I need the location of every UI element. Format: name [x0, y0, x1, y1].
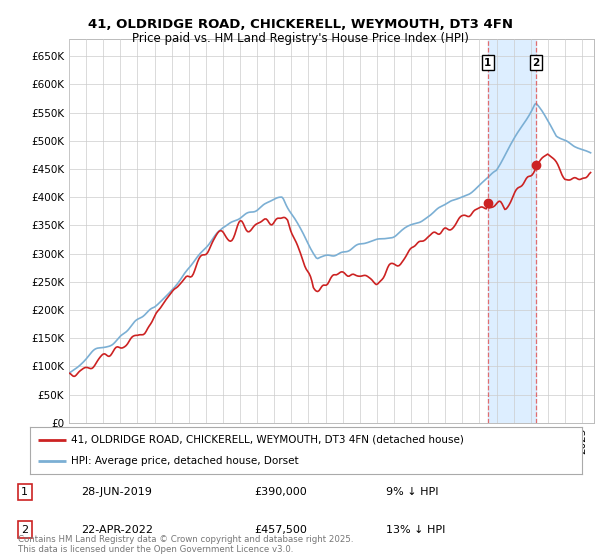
- Text: 41, OLDRIDGE ROAD, CHICKERELL, WEYMOUTH, DT3 4FN (detached house): 41, OLDRIDGE ROAD, CHICKERELL, WEYMOUTH,…: [71, 435, 464, 445]
- Text: £457,500: £457,500: [254, 525, 307, 535]
- Text: HPI: Average price, detached house, Dorset: HPI: Average price, detached house, Dors…: [71, 456, 299, 466]
- Text: 13% ↓ HPI: 13% ↓ HPI: [386, 525, 446, 535]
- Bar: [488, 39, 536, 423]
- Text: 9% ↓ HPI: 9% ↓ HPI: [386, 487, 439, 497]
- Text: 2: 2: [21, 525, 28, 535]
- Text: 28-JUN-2019: 28-JUN-2019: [81, 487, 152, 497]
- Text: 2: 2: [532, 58, 539, 68]
- Text: 1: 1: [21, 487, 28, 497]
- Text: Price paid vs. HM Land Registry's House Price Index (HPI): Price paid vs. HM Land Registry's House …: [131, 32, 469, 45]
- Text: Contains HM Land Registry data © Crown copyright and database right 2025.
This d: Contains HM Land Registry data © Crown c…: [18, 535, 353, 554]
- Text: 41, OLDRIDGE ROAD, CHICKERELL, WEYMOUTH, DT3 4FN: 41, OLDRIDGE ROAD, CHICKERELL, WEYMOUTH,…: [88, 18, 512, 31]
- Text: £390,000: £390,000: [254, 487, 307, 497]
- Text: 22-APR-2022: 22-APR-2022: [81, 525, 153, 535]
- Text: 1: 1: [484, 58, 491, 68]
